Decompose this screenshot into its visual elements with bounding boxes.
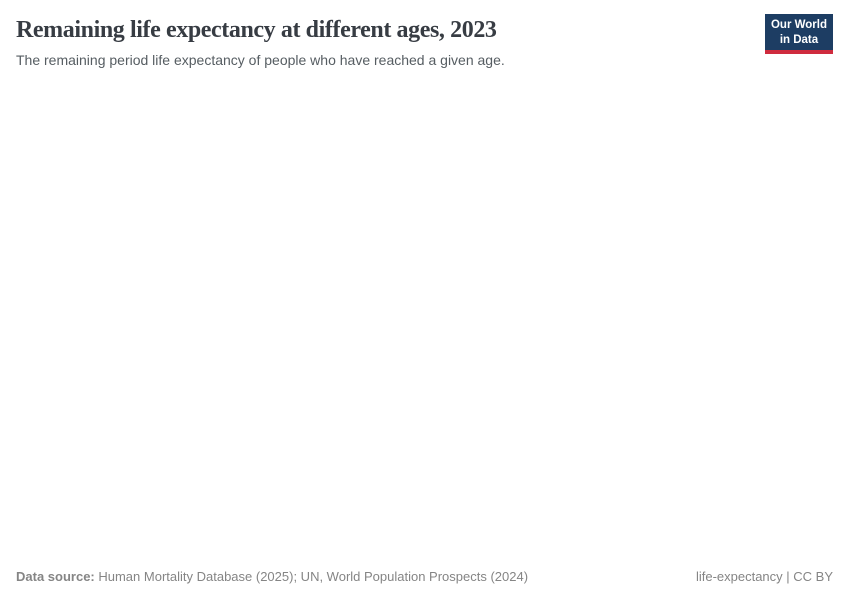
license-line[interactable]: life-expectancy | CC BY	[695, 569, 833, 585]
owid-logo[interactable]: Our World in Data	[764, 14, 833, 55]
data-source-line[interactable]: Data source: Human Mortality Database (2…	[16, 569, 528, 585]
chart-area	[0, 80, 850, 560]
chart-footer: Data source: Human Mortality Database (2…	[16, 569, 833, 585]
data-source-text: Human Mortality Database (2025); UN, Wor…	[94, 569, 529, 585]
data-source-label: Data source:	[16, 569, 95, 585]
owid-logo-line1: Our World	[770, 19, 827, 31]
chart-header: Remaining life expectancy at different a…	[16, 16, 750, 68]
chart-subtitle: The remaining period life expectancy of …	[16, 51, 505, 68]
owid-logo-line2: in Data	[779, 33, 819, 46]
chart-title: Remaining life expectancy at different a…	[16, 17, 497, 43]
